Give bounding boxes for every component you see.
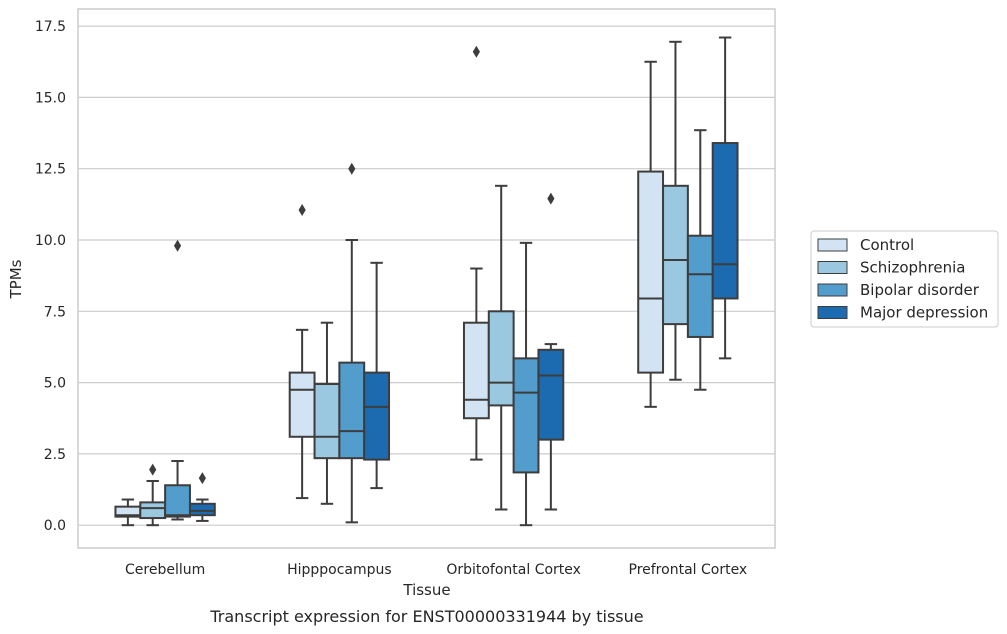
box-iqr — [313, 383, 341, 460]
box-iqr — [139, 501, 167, 520]
box-iqr — [462, 321, 490, 420]
box-bipolar-disorder — [686, 129, 714, 391]
x-tick-label: Cerebellum — [125, 562, 205, 578]
y-tick-label: 0.0 — [44, 518, 66, 534]
x-tick-label: Orbitofontal Cortex — [446, 562, 581, 578]
y-tick-label: 2.5 — [44, 447, 66, 463]
legend-swatch — [817, 261, 848, 274]
box-iqr — [662, 184, 689, 326]
y-tick-label: 15.0 — [35, 90, 66, 106]
boxes — [114, 36, 739, 527]
box-iqr — [363, 371, 391, 461]
box-bipolar-disorder — [338, 162, 366, 524]
box-bipolar-disorder — [164, 239, 191, 521]
box-major-depression — [537, 192, 565, 511]
legend-swatch — [817, 306, 848, 319]
box-schizophrenia — [139, 463, 167, 527]
y-tick-label: 5.0 — [44, 376, 66, 392]
legend-label: Control — [860, 236, 914, 254]
x-tick-label: Hipppocampus — [287, 562, 392, 578]
legend-swatch — [817, 283, 848, 297]
box-major-depression — [711, 36, 739, 360]
box-control — [462, 45, 490, 461]
box-iqr — [512, 357, 540, 474]
box-iqr — [338, 361, 366, 460]
box-iqr — [288, 371, 316, 438]
box-iqr — [711, 142, 739, 300]
y-tick-label: 17.5 — [35, 19, 66, 35]
outlier-point — [472, 45, 480, 58]
y-axis-ticks: 0.0 2.5 5.0 7.5 10.0 12.5 15.0 17.5 — [35, 19, 66, 534]
outlier-point — [198, 472, 206, 485]
outlier-point — [547, 192, 555, 205]
box-iqr — [637, 170, 665, 374]
box-iqr — [188, 502, 216, 517]
y-tick-label: 10.0 — [35, 233, 66, 249]
legend: Control Schizophrenia Bipolar disorder Majo… — [810, 230, 999, 328]
y-tick-label: 7.5 — [44, 304, 66, 320]
box-iqr — [164, 484, 191, 518]
y-tick-label: 12.5 — [35, 162, 66, 178]
outlier-point — [298, 204, 306, 217]
outlier-point — [173, 239, 182, 252]
legend-label: Schizophrenia — [860, 259, 965, 277]
gridlines — [78, 25, 775, 526]
box-control — [637, 60, 665, 408]
box-iqr — [537, 348, 565, 441]
x-axis-label: Tissue — [402, 581, 450, 599]
box-iqr — [487, 310, 515, 407]
box-major-depression — [363, 261, 391, 490]
legend-label: Major depression — [860, 304, 988, 322]
box-control — [288, 204, 316, 500]
y-axis-label: TPMs — [7, 259, 25, 299]
box-schizophrenia — [487, 184, 515, 511]
box-schizophrenia — [662, 40, 689, 381]
legend-frame — [810, 230, 999, 328]
plot-area — [77, 8, 776, 549]
x-tick-label: Prefrontal Cortex — [629, 562, 748, 578]
outlier-point — [348, 162, 356, 175]
x-axis-ticks: Cerebellum Hipppocampus Orbitofontal Corte… — [125, 562, 747, 578]
box-major-depression — [188, 472, 216, 522]
box-schizophrenia — [313, 321, 341, 505]
box-iqr — [686, 234, 714, 338]
legend-label: Bipolar disorder — [860, 281, 980, 299]
box-control — [114, 498, 142, 527]
box-bipolar-disorder — [512, 241, 540, 527]
legend-swatch — [817, 238, 848, 252]
outlier-point — [149, 463, 157, 476]
chart-caption: Transcript expression for ENST0000033194… — [209, 607, 643, 626]
